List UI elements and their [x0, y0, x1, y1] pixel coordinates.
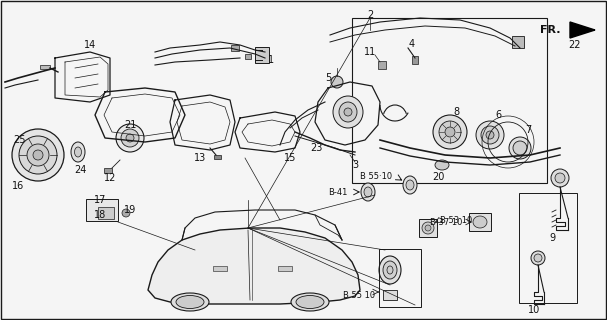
Bar [255, 47, 269, 63]
Text: 17: 17 [94, 195, 106, 205]
Text: 20: 20 [432, 172, 444, 182]
Text: 8: 8 [453, 107, 459, 117]
Ellipse shape [473, 216, 487, 228]
Text: B-41: B-41 [328, 188, 348, 196]
Bar [214, 155, 222, 159]
Text: 9: 9 [549, 233, 555, 243]
Text: 25: 25 [14, 135, 26, 145]
Text: 16: 16 [12, 181, 24, 191]
Text: B 53 10: B 53 10 [440, 215, 472, 225]
Text: 7: 7 [525, 125, 531, 135]
Ellipse shape [445, 127, 455, 137]
Ellipse shape [176, 295, 204, 308]
Bar [231, 45, 239, 51]
Ellipse shape [379, 256, 401, 284]
Text: B 37 10: B 37 10 [430, 218, 462, 227]
Ellipse shape [425, 225, 431, 231]
Bar [98, 207, 114, 219]
Text: 24: 24 [74, 165, 86, 175]
Text: 2: 2 [367, 10, 373, 20]
Ellipse shape [126, 134, 134, 142]
Text: 23: 23 [310, 143, 322, 153]
Text: 19: 19 [124, 205, 136, 215]
Ellipse shape [531, 251, 545, 265]
Text: 4: 4 [409, 39, 415, 49]
Bar [86, 199, 118, 221]
Text: 12: 12 [104, 173, 116, 183]
Ellipse shape [422, 222, 434, 234]
Text: 22: 22 [569, 40, 582, 50]
Text: 13: 13 [194, 153, 206, 163]
Polygon shape [148, 228, 360, 304]
Ellipse shape [296, 295, 324, 308]
Text: 18: 18 [94, 210, 106, 220]
Text: 1: 1 [268, 55, 274, 65]
Bar [378, 61, 386, 69]
Ellipse shape [339, 102, 357, 122]
Ellipse shape [291, 293, 329, 311]
Bar [379, 249, 421, 307]
Ellipse shape [509, 137, 531, 159]
Bar [104, 167, 112, 172]
Text: 6: 6 [495, 110, 501, 120]
Ellipse shape [331, 76, 343, 88]
Bar [353, 18, 548, 182]
Ellipse shape [534, 254, 542, 262]
Ellipse shape [333, 96, 363, 128]
Ellipse shape [486, 131, 494, 139]
Ellipse shape [551, 169, 569, 187]
Ellipse shape [361, 183, 375, 201]
Text: B 55·10: B 55·10 [360, 172, 392, 180]
Text: FR.: FR. [540, 25, 560, 35]
Ellipse shape [19, 136, 57, 174]
Ellipse shape [387, 266, 393, 274]
Polygon shape [570, 22, 595, 38]
Text: 5: 5 [325, 73, 331, 83]
Ellipse shape [344, 108, 352, 116]
Ellipse shape [433, 115, 467, 149]
Ellipse shape [121, 129, 139, 147]
Bar [40, 65, 50, 69]
Ellipse shape [33, 150, 43, 160]
Ellipse shape [12, 129, 64, 181]
Text: 21: 21 [124, 120, 136, 130]
Text: 3: 3 [352, 160, 358, 170]
Ellipse shape [116, 124, 144, 152]
Bar [245, 53, 251, 59]
Ellipse shape [476, 121, 504, 149]
Bar [412, 56, 418, 64]
Text: 14: 14 [84, 40, 96, 50]
Ellipse shape [71, 142, 85, 162]
Ellipse shape [383, 261, 397, 279]
Ellipse shape [439, 121, 461, 143]
Ellipse shape [555, 173, 565, 183]
Bar [512, 36, 524, 48]
Text: 10: 10 [528, 305, 540, 315]
Ellipse shape [406, 180, 414, 190]
Bar [469, 213, 491, 231]
Text: B 55 10: B 55 10 [343, 291, 375, 300]
Bar [213, 266, 227, 270]
Bar [383, 290, 397, 300]
Bar [419, 219, 437, 237]
Ellipse shape [364, 187, 372, 197]
Bar [278, 266, 292, 270]
Ellipse shape [403, 176, 417, 194]
Ellipse shape [27, 144, 49, 166]
Ellipse shape [122, 209, 130, 217]
Text: 11: 11 [364, 47, 376, 57]
Ellipse shape [513, 141, 527, 155]
Ellipse shape [481, 126, 499, 144]
Bar [519, 193, 577, 303]
Ellipse shape [435, 160, 449, 170]
Ellipse shape [171, 293, 209, 311]
Ellipse shape [75, 147, 81, 157]
Text: 15: 15 [284, 153, 296, 163]
